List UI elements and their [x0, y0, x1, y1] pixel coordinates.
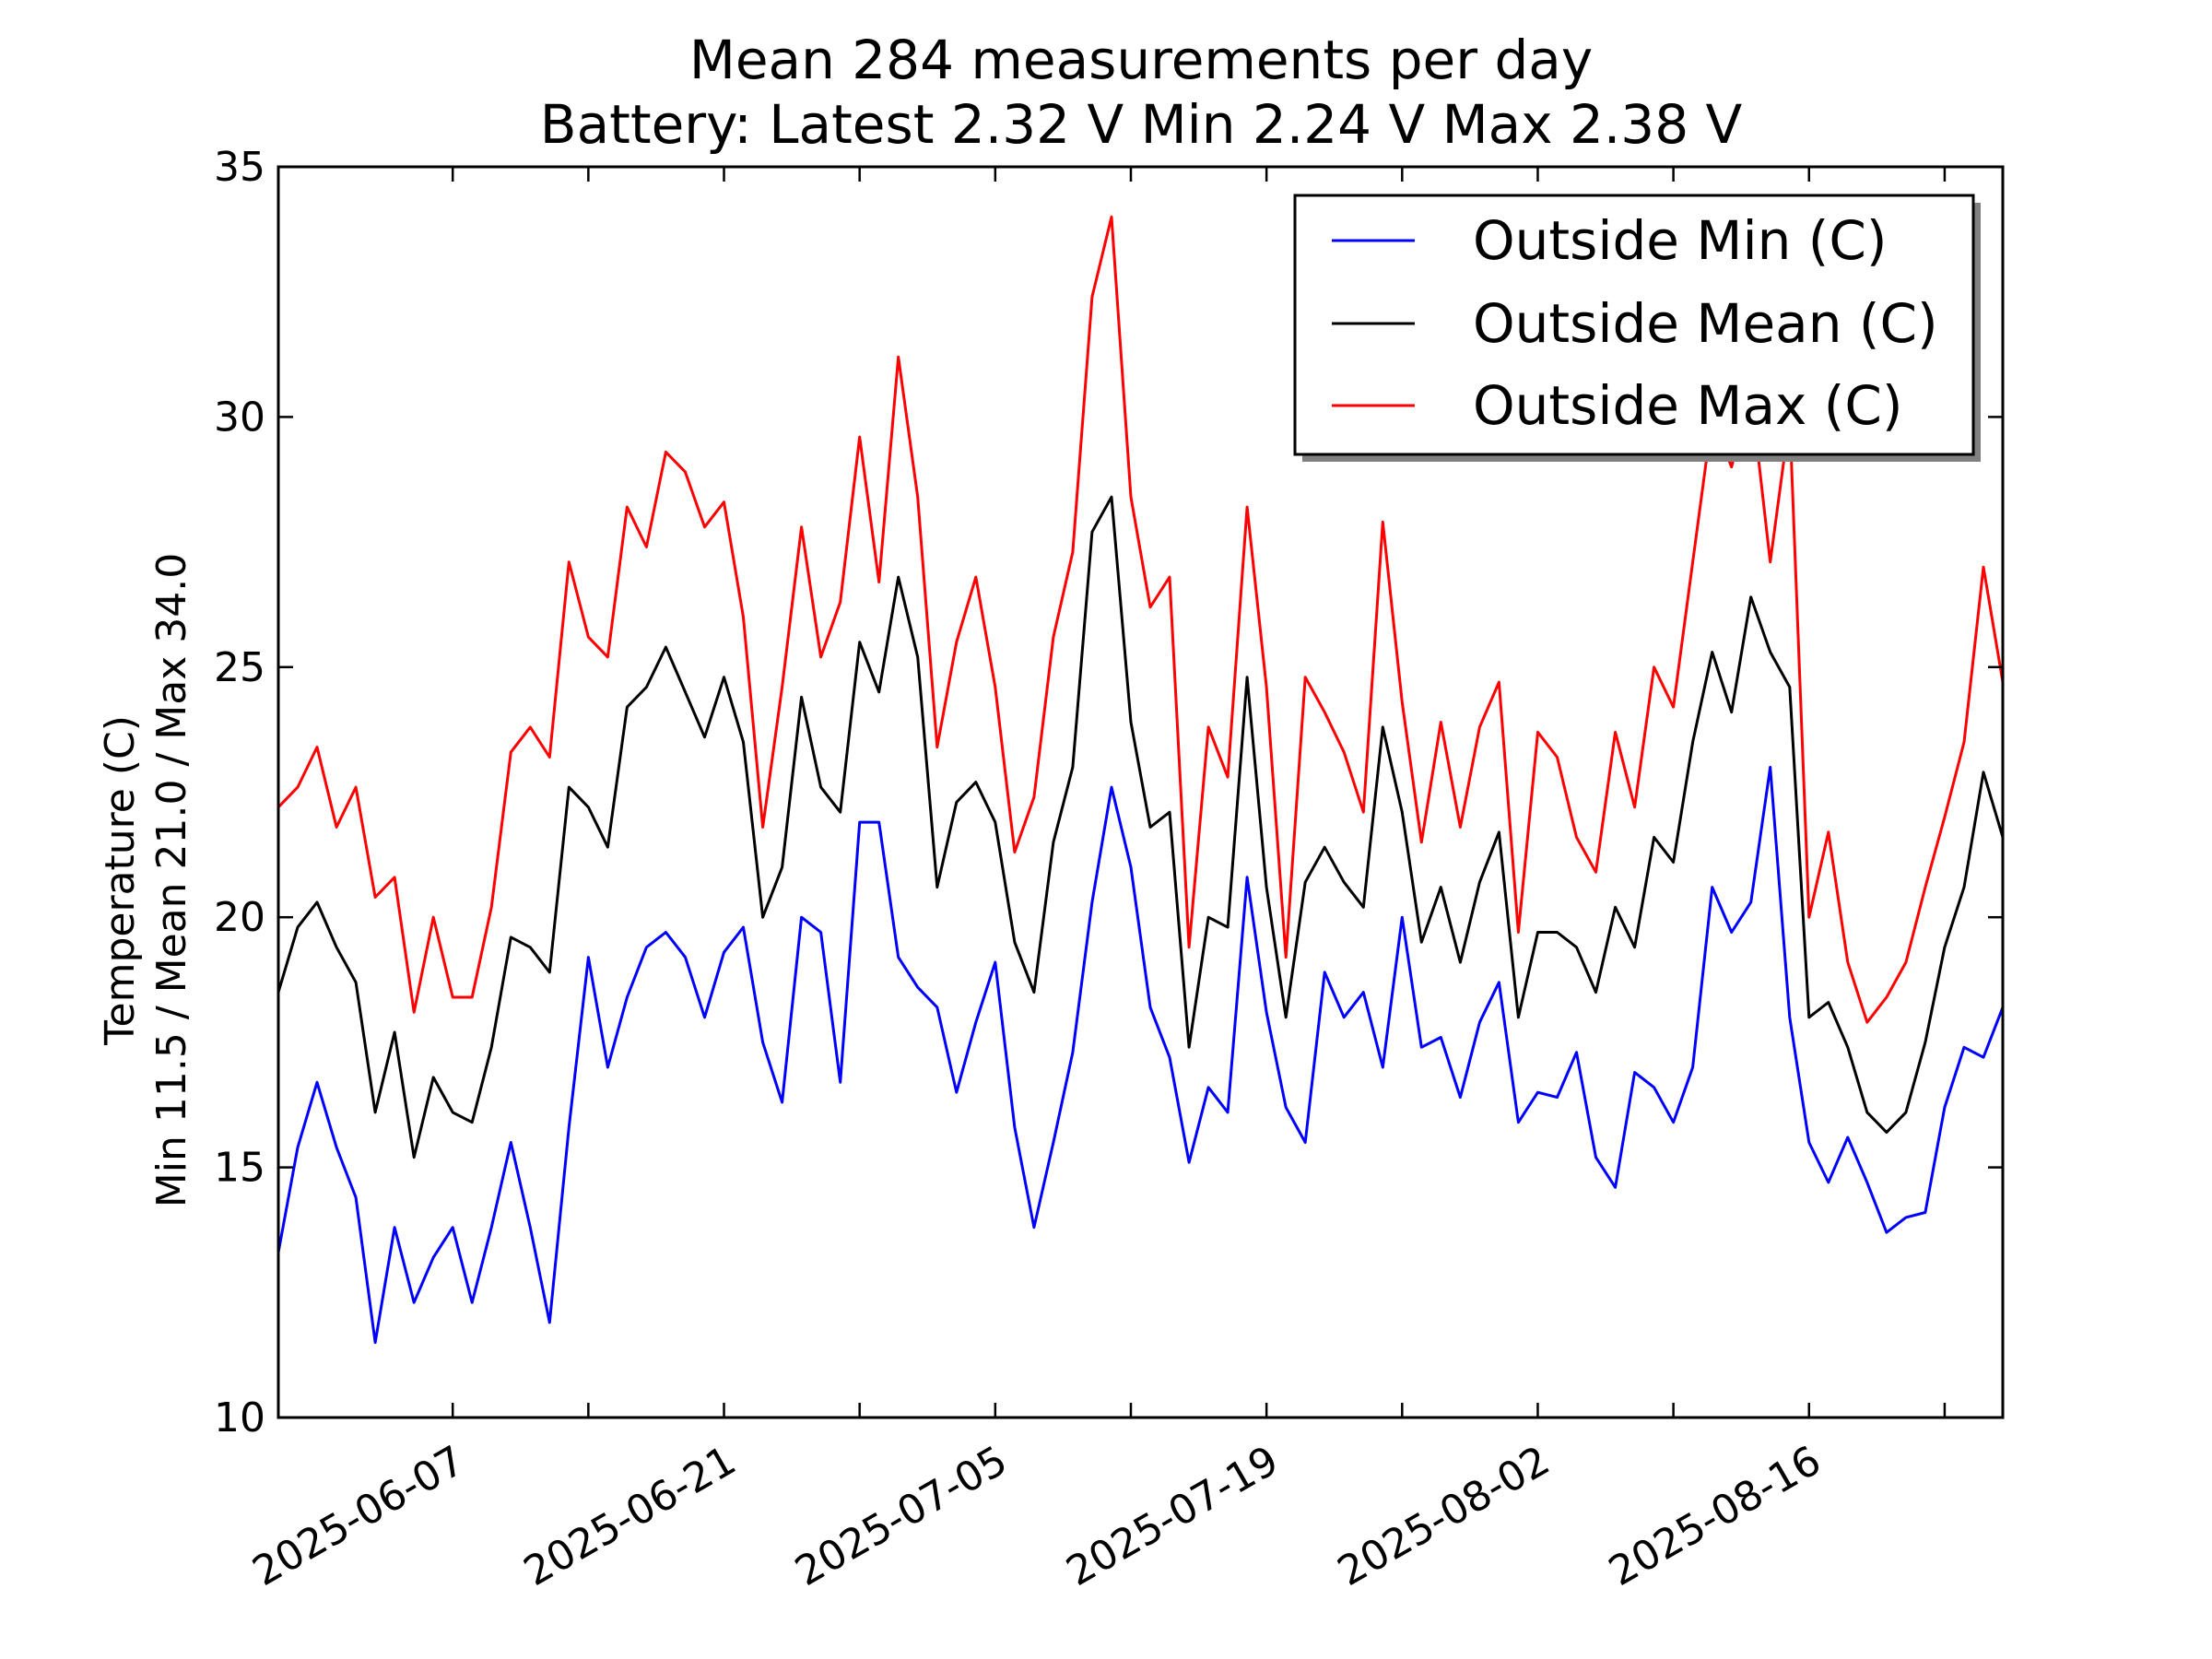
y-axis-label-line-2: Min 11.5 / Mean 21.0 / Max 34.0 — [148, 553, 195, 1207]
x-tick-label: 2025-07-19 — [1059, 1437, 1287, 1595]
series-line-1 — [276, 495, 2005, 1159]
y-tick-label: 25 — [214, 644, 265, 691]
y-tick-label: 20 — [214, 894, 265, 941]
y-axis-label: Temperature (C) Min 11.5 / Mean 21.0 / M… — [97, 553, 195, 1207]
plot-frame — [276, 165, 2005, 1419]
y-ticks: 10 15 20 25 30 35 — [214, 144, 2003, 1441]
legend-label-min: Outside Min (C) — [1473, 209, 1888, 272]
x-tick-label: 2025-08-16 — [1601, 1437, 1829, 1595]
chart-title: Mean 284 measurements per day — [689, 29, 1593, 91]
legend: Outside Min (C) Outside Mean (C) Outside… — [1293, 194, 1981, 462]
x-tick-label: 2025-08-02 — [1330, 1437, 1558, 1595]
x-tick-label: 2025-06-07 — [245, 1437, 473, 1595]
legend-label-mean: Outside Mean (C) — [1473, 292, 1938, 355]
legend-label-max: Outside Max (C) — [1473, 374, 1903, 437]
y-axis-label-line-1: Temperature (C) — [97, 715, 144, 1046]
y-tick-label: 10 — [214, 1394, 265, 1441]
x-tick-label: 2025-07-05 — [787, 1437, 1015, 1595]
chart-subtitle: Battery: Latest 2.32 V Min 2.24 V Max 2.… — [540, 93, 1743, 156]
y-tick-label: 15 — [214, 1145, 265, 1192]
y-tick-label: 35 — [214, 144, 265, 191]
x-tick-label: 2025-06-21 — [516, 1437, 744, 1595]
series-line-0 — [276, 765, 2005, 1345]
y-tick-label: 30 — [214, 394, 265, 441]
